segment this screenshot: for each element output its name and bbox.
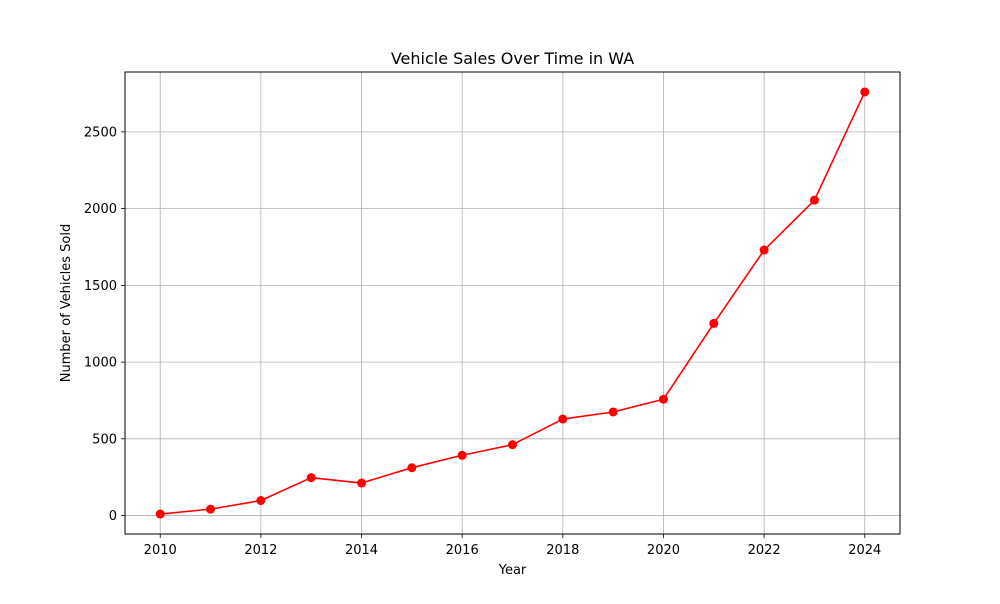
data-point-marker [709,318,719,328]
x-tick-label: 2016 [446,543,479,558]
data-point-marker [206,504,216,514]
data-point-marker [256,496,266,506]
y-tick-label: 500 [92,432,117,447]
x-tick-label: 2020 [647,543,680,558]
x-tick-label: 2010 [144,543,177,558]
x-tick-label: 2018 [546,543,579,558]
x-tick-label: 2014 [345,543,378,558]
y-tick-label: 1500 [84,279,117,294]
data-point-marker [558,414,568,424]
data-point-marker [306,473,316,483]
data-point-marker [860,87,870,97]
data-point-marker [407,463,417,473]
data-point-marker [608,407,618,417]
data-point-marker [809,195,819,205]
x-tick-label: 2022 [748,543,781,558]
y-tick-label: 2000 [84,202,117,217]
axis-ticks: 2010 2012 2014 2016 2018 2020 2022 2024 0 500 1000… [84,125,881,558]
data-point-marker [759,245,769,255]
x-tick-label: 2012 [244,543,277,558]
y-tick-label: 1000 [84,356,117,371]
y-tick-label: 0 [109,509,117,524]
data-point-marker [357,478,367,488]
data-point-marker [457,450,467,460]
series-layer [155,87,870,519]
data-point-marker [508,440,517,450]
y-tick-label: 2500 [84,125,117,140]
y-axis-label: Number of Vehicles Sold [59,224,74,382]
chart-title: Vehicle Sales Over Time in WA [391,49,634,68]
plot-area-frame [124,71,901,535]
data-point-marker [155,509,165,519]
grid-lines [125,72,900,534]
series-line [160,91,866,515]
x-axis-label: Year [498,563,527,578]
x-tick-label: 2024 [848,543,881,558]
data-point-marker [658,394,668,404]
